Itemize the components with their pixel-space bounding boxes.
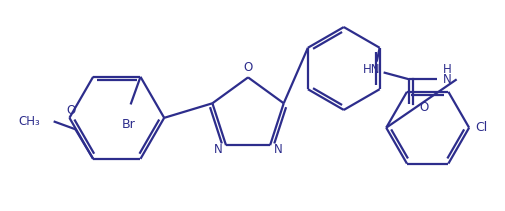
Text: O: O bbox=[243, 61, 252, 74]
Text: N: N bbox=[442, 73, 451, 86]
Text: HN: HN bbox=[363, 63, 381, 76]
Text: O: O bbox=[67, 104, 76, 117]
Text: N: N bbox=[274, 143, 282, 156]
Text: H: H bbox=[442, 63, 451, 76]
Text: N: N bbox=[214, 143, 223, 156]
Text: CH₃: CH₃ bbox=[18, 115, 40, 128]
Text: Br: Br bbox=[122, 118, 135, 131]
Text: O: O bbox=[419, 101, 428, 114]
Text: Cl: Cl bbox=[475, 121, 487, 134]
